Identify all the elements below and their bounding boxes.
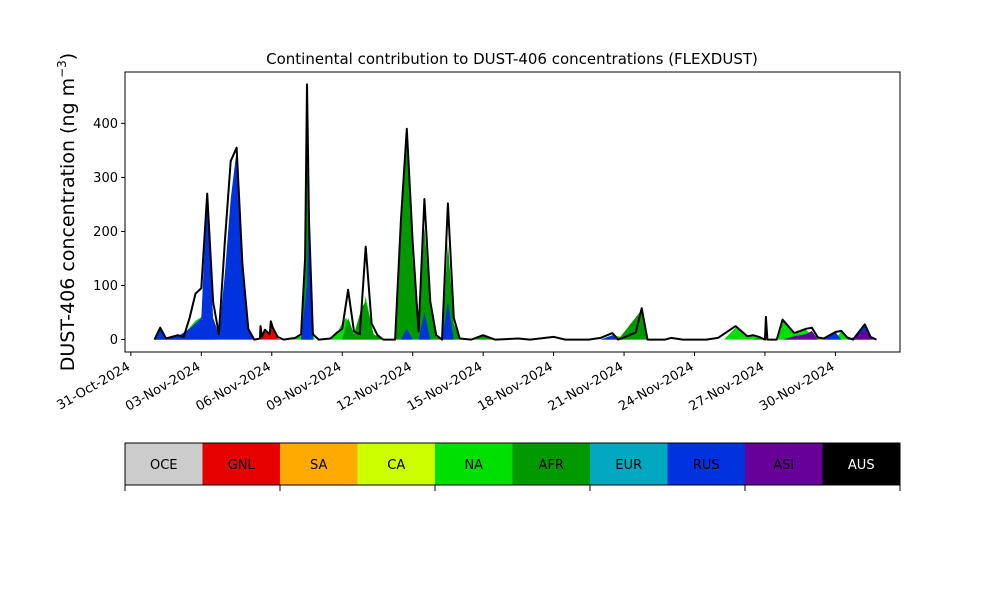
legend-label-rus: RUS — [693, 458, 720, 473]
series-area-na — [154, 296, 853, 340]
y-axis: 0 100 200 300 400 — [93, 117, 125, 348]
legend-swatch-ca — [357, 443, 435, 485]
legend-colorbar: OCE GNL SA CA NA AFR EUR RUS ASI AUS — [124, 442, 901, 491]
series-layer — [154, 139, 877, 340]
plot-area — [124, 71, 901, 353]
legend-swatch-eur — [590, 443, 668, 485]
y-tick-label: 100 — [93, 279, 118, 294]
legend-swatch-asi — [745, 443, 823, 485]
legend-label-ca: CA — [387, 458, 405, 473]
series-area-asi — [782, 329, 877, 340]
y-tick-label: 200 — [93, 225, 118, 240]
y-tick-label: 300 — [93, 171, 118, 186]
y-tick-label: 0 — [110, 333, 118, 348]
total-concentration-line — [153, 83, 877, 341]
legend-label-afr: AFR — [539, 458, 564, 473]
y-tick-label: 400 — [93, 117, 118, 132]
y-axis-label: DUST-406 concentration (ng m−3) — [55, 53, 79, 371]
plot-frame — [124, 71, 901, 353]
legend-label-eur: EUR — [615, 458, 642, 473]
y-axis-label-main: DUST-406 concentration (ng m — [57, 78, 79, 371]
legend-swatch-aus — [822, 443, 900, 485]
legend-swatch-na — [435, 443, 513, 485]
chart-title: Continental contribution to DUST-406 con… — [266, 50, 758, 68]
legend-label-oce: OCE — [150, 458, 178, 473]
legend-swatch-gnl — [202, 443, 280, 485]
legend-label-aus: AUS — [848, 458, 875, 473]
legend-label-gnl: GNL — [228, 458, 256, 473]
y-axis-label-unit-exponent: −3 — [55, 60, 69, 78]
series-area-rus — [154, 150, 871, 340]
legend-swatch-afr — [512, 443, 590, 485]
legend-swatch-oce — [125, 443, 203, 485]
y-axis-label-close: ) — [57, 53, 79, 60]
legend-frame — [124, 442, 901, 486]
legend-label-sa: SA — [310, 458, 327, 473]
total-layer — [153, 83, 877, 341]
legend-label-na: NA — [464, 458, 483, 473]
legend-swatch-rus — [667, 443, 745, 485]
legend-label-asi: ASI — [773, 458, 794, 473]
legend-swatch-sa — [280, 443, 358, 485]
